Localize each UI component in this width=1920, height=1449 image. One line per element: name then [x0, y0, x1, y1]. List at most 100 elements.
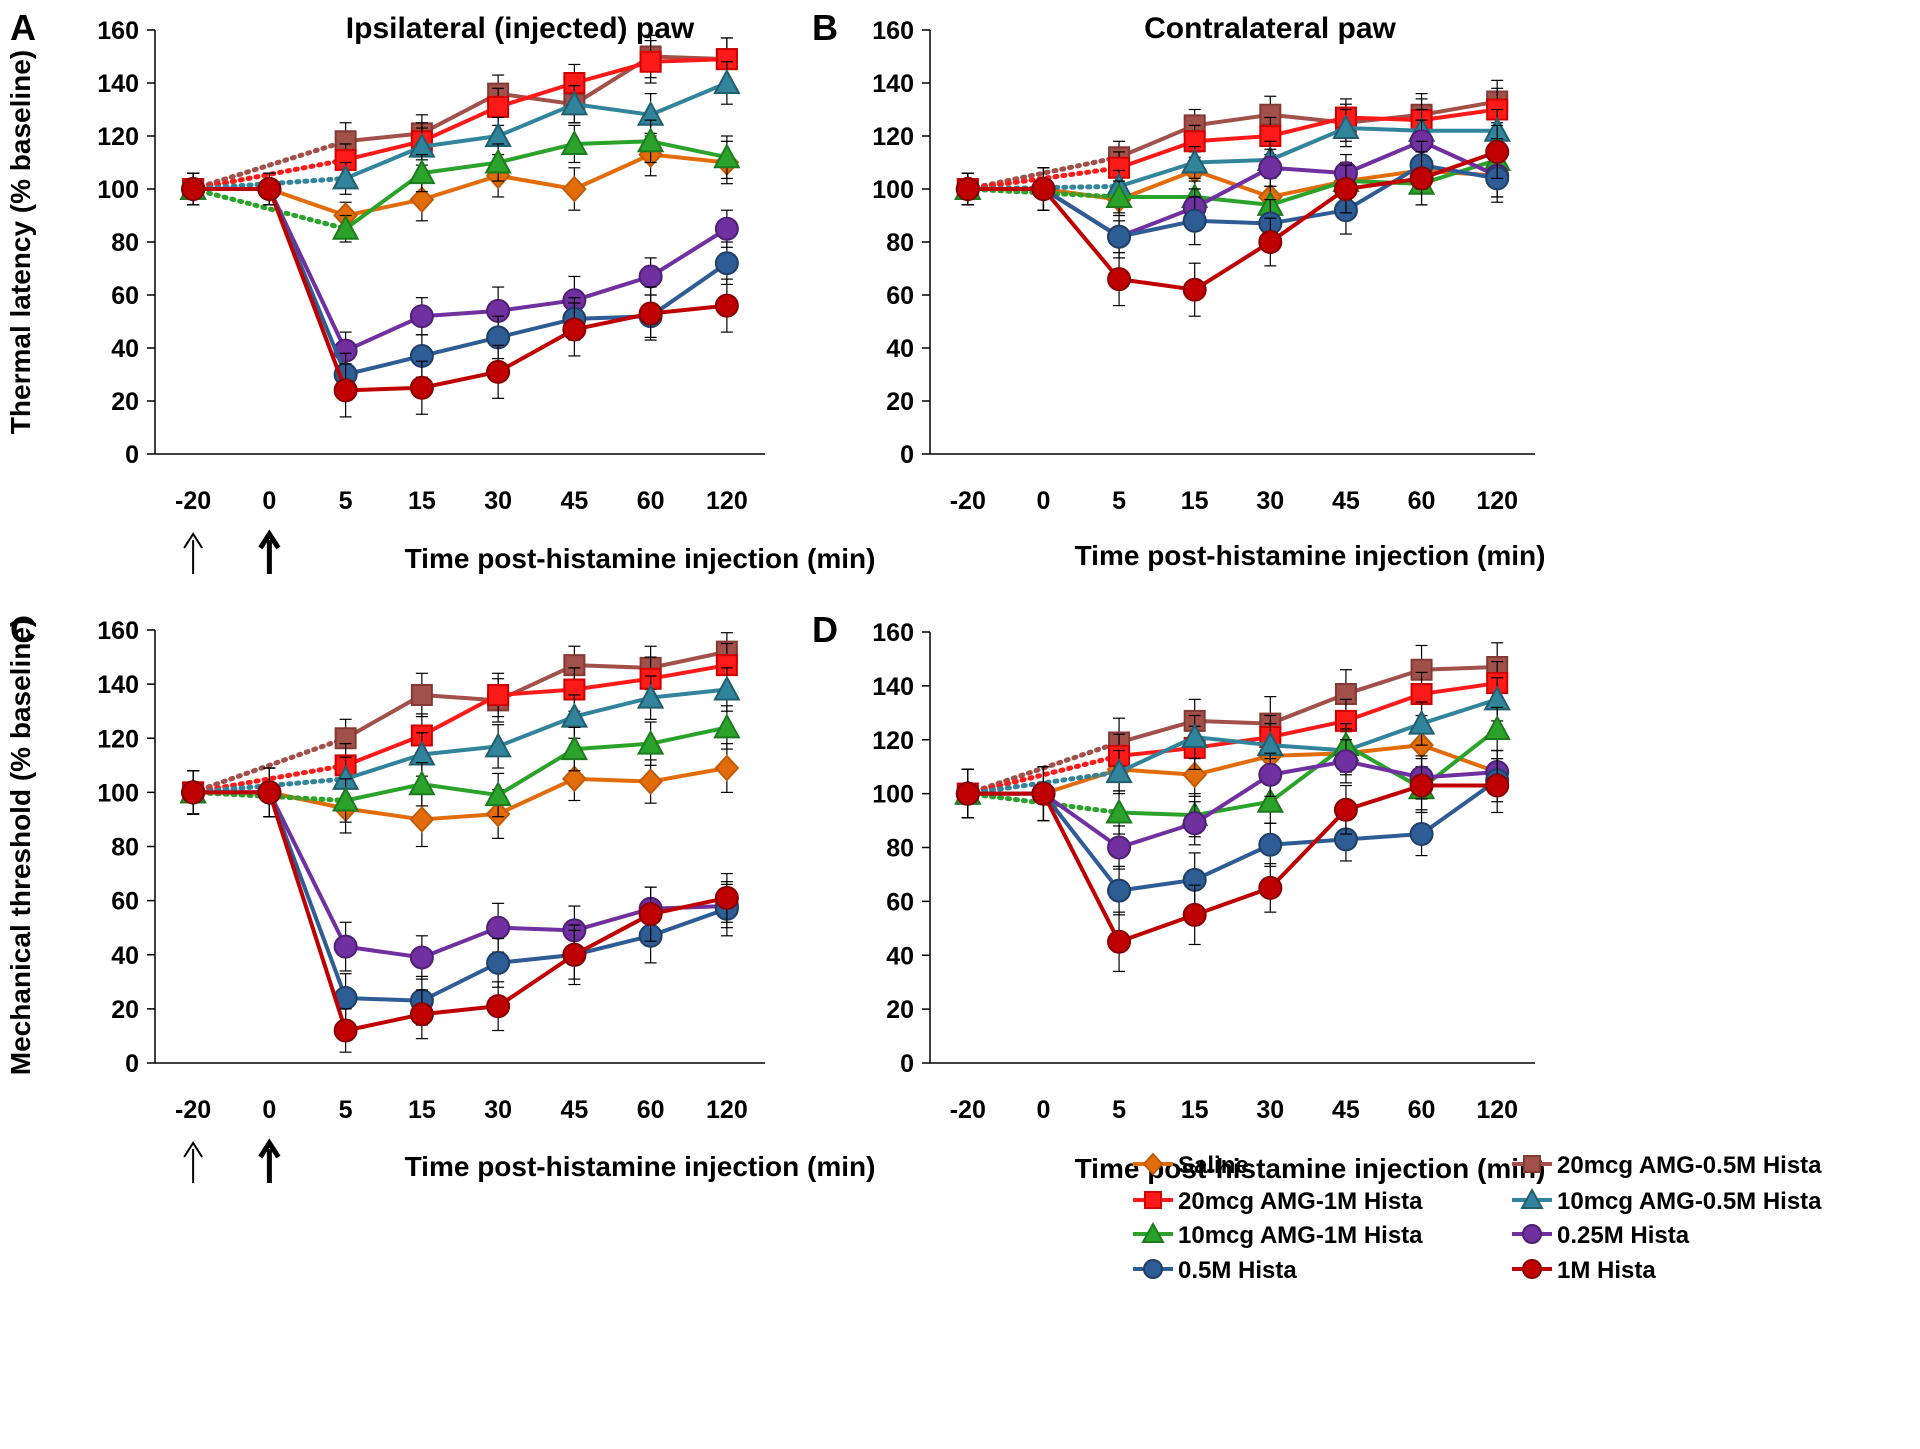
x-tick-label: 60	[1408, 487, 1436, 515]
series-dotted-line	[190, 735, 349, 795]
data-point	[331, 786, 360, 812]
data-point	[1409, 822, 1434, 847]
y-tick-label: 120	[97, 725, 139, 753]
data-point	[1409, 166, 1434, 191]
y-tick-label: 20	[111, 388, 139, 416]
data-point	[562, 942, 587, 967]
series-line	[1118, 697, 1498, 774]
legend-item-amg20_1: 20mcg AMG-1M Hista	[1133, 1188, 1423, 1215]
series-line	[1118, 665, 1498, 745]
x-tick-label: 120	[706, 487, 748, 515]
data-point	[1410, 658, 1433, 681]
series-line	[1118, 99, 1498, 160]
data-point	[1409, 773, 1434, 798]
y-tick-label: 80	[886, 835, 914, 863]
x-tick-label: 0	[262, 1096, 276, 1124]
data-point	[1407, 709, 1436, 735]
y-tick-label: 80	[886, 229, 914, 257]
legend-item-h025: 0.25M Hista	[1512, 1222, 1690, 1249]
legend-label: 10mcg AMG-1M Hista	[1178, 1222, 1423, 1249]
legend-item-h1: 1M Hista	[1512, 1257, 1656, 1284]
x-tick-label: -20	[950, 1096, 986, 1124]
x-tick-label: 5	[339, 487, 353, 515]
x-tick-label: -20	[950, 487, 986, 515]
y-tick-label: 0	[125, 1050, 139, 1078]
data-point	[1410, 682, 1433, 705]
series-dotted-line	[190, 186, 349, 232]
data-point	[715, 654, 738, 677]
legend-label: Saline	[1178, 1152, 1249, 1179]
series-h1	[955, 758, 1510, 973]
data-point	[333, 934, 358, 959]
legend-marker	[1141, 1221, 1165, 1243]
data-point	[562, 765, 587, 793]
data-point	[409, 304, 434, 329]
data-point	[1333, 749, 1358, 774]
data-point	[1108, 156, 1131, 179]
y-tick-label: 140	[872, 673, 914, 701]
data-point	[1333, 797, 1358, 822]
data-point	[636, 683, 665, 709]
series-line	[1118, 126, 1498, 189]
data-point	[562, 317, 587, 342]
data-point	[408, 159, 436, 185]
series-line	[193, 187, 728, 393]
legend-item-amg20_05: 20mcg AMG-0.5M Hista	[1512, 1152, 1822, 1179]
data-point	[713, 143, 741, 169]
panel-b: B Contralateral paw 0 20 40 60 80 100 120 140 160 -…	[812, 7, 1545, 571]
data-point	[955, 781, 980, 806]
data-point	[713, 675, 741, 701]
y-tick-label: 40	[111, 942, 139, 970]
data-point	[333, 378, 358, 403]
data-point	[484, 148, 512, 174]
data-point	[636, 729, 665, 755]
panel-letter: A	[10, 7, 36, 48]
legend-marker	[1523, 1155, 1541, 1173]
legend-item-h05: 0.5M Hista	[1133, 1257, 1297, 1284]
y-tick-label: 20	[111, 996, 139, 1024]
data-point	[486, 994, 511, 1019]
data-point	[484, 732, 512, 758]
x-tick-label: 0	[1036, 1096, 1050, 1124]
x-tick-label: 5	[1112, 487, 1126, 515]
data-point	[638, 301, 663, 326]
series-h1	[181, 172, 739, 418]
data-point	[257, 177, 282, 201]
series-line	[967, 759, 1498, 850]
data-point	[563, 654, 586, 677]
data-point	[1031, 177, 1056, 201]
data-point	[487, 95, 510, 118]
x-tick-label: 45	[560, 1096, 588, 1124]
y-tick-label: 40	[886, 942, 914, 970]
data-point	[1182, 208, 1207, 233]
data-point	[1181, 722, 1209, 749]
y-tick-label: 60	[111, 282, 139, 310]
y-tick-label: 160	[97, 617, 139, 645]
data-point	[639, 50, 662, 73]
data-point	[1256, 787, 1284, 813]
y-tick-label: 140	[97, 70, 139, 98]
panel-letter: C	[10, 609, 36, 650]
data-point	[560, 702, 589, 728]
data-point	[636, 127, 665, 153]
legend-label: 1M Hista	[1557, 1257, 1656, 1284]
series-dotted-line	[190, 776, 349, 795]
series-line	[193, 152, 728, 218]
data-point	[638, 768, 663, 796]
data-point	[409, 1002, 434, 1027]
series-line	[344, 649, 728, 740]
x-axis-label: Time post-histamine injection (min)	[1075, 1153, 1546, 1184]
y-tick-label: 60	[886, 888, 914, 916]
x-tick-label: 30	[484, 487, 512, 515]
data-point	[1258, 762, 1283, 787]
y-tick-label: 120	[872, 727, 914, 755]
data-point	[560, 734, 589, 761]
y-tick-label: 80	[111, 834, 139, 862]
data-point	[1107, 224, 1132, 249]
data-point	[1182, 761, 1208, 789]
legend-marker	[1142, 1152, 1164, 1176]
series-line	[345, 687, 728, 781]
x-tick-label: 0	[262, 487, 276, 515]
x-tick-label: -20	[175, 1096, 211, 1124]
x-tick-label: 30	[1256, 1096, 1284, 1124]
